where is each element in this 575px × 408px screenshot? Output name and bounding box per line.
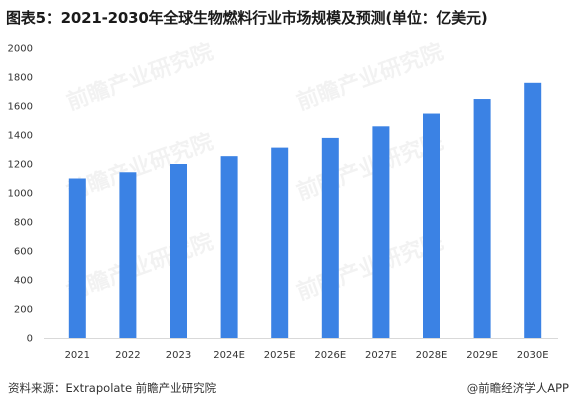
y-tick-label: 1400	[8, 131, 33, 142]
bar-2023	[170, 164, 187, 338]
bar-2028E	[423, 113, 440, 338]
chart-title: 图表5：2021-2030年全球生物燃料行业市场规模及预测(单位：亿美元)	[6, 9, 488, 27]
x-axis: 2021 2022 2023 2024E 2025E 2026E 2027E 2028E 202…	[65, 350, 549, 361]
bar-2021	[68, 178, 86, 338]
x-tick-label: 2026E	[314, 350, 346, 361]
x-tick-label: 2025E	[264, 350, 296, 361]
x-tick-label: 2030E	[517, 350, 549, 361]
watermark-text: 前瞻产业研究院	[63, 229, 217, 306]
y-tick-label: 1200	[8, 160, 33, 171]
y-tick-label: 1600	[8, 102, 33, 113]
bar-2025E	[271, 147, 289, 338]
y-tick-label: 400	[14, 276, 33, 287]
y-tick-label: 200	[14, 305, 33, 316]
y-axis: 0 200 400 600 800 1000 1200 1400 1600 1800 2000	[8, 44, 33, 345]
x-tick-label: 2027E	[365, 350, 397, 361]
x-tick-label: 2022	[115, 350, 140, 361]
bar-2022	[119, 172, 137, 338]
bar-2024E	[220, 156, 238, 338]
source-note: 资料来源：Extrapolate 前瞻产业研究院	[8, 381, 217, 395]
y-tick-label: 1800	[8, 73, 33, 84]
y-tick-label: 800	[14, 218, 33, 229]
y-tick-label: 0	[27, 334, 33, 345]
bar-2027E	[372, 126, 390, 338]
watermark-text: 前瞻产业研究院	[63, 129, 217, 206]
watermark-text: 前瞻产业研究院	[63, 39, 217, 116]
x-tick-label: 2029E	[466, 350, 498, 361]
y-tick-label: 600	[14, 247, 33, 258]
y-tick-label: 2000	[8, 44, 33, 55]
watermark-text: 前瞻产业研究院	[293, 39, 447, 116]
bar-2030E	[524, 82, 542, 338]
bar-2026E	[321, 137, 339, 338]
x-tick-label: 2021	[65, 350, 90, 361]
brand-credit: @前瞻经济学人APP	[466, 381, 569, 395]
x-tick-label: 2028E	[416, 350, 448, 361]
y-tick-label: 1000	[8, 189, 33, 200]
bar-series	[68, 82, 542, 338]
bar-2029E	[473, 99, 491, 338]
x-tick-label: 2023	[166, 350, 191, 361]
x-tick-label: 2024E	[213, 350, 245, 361]
